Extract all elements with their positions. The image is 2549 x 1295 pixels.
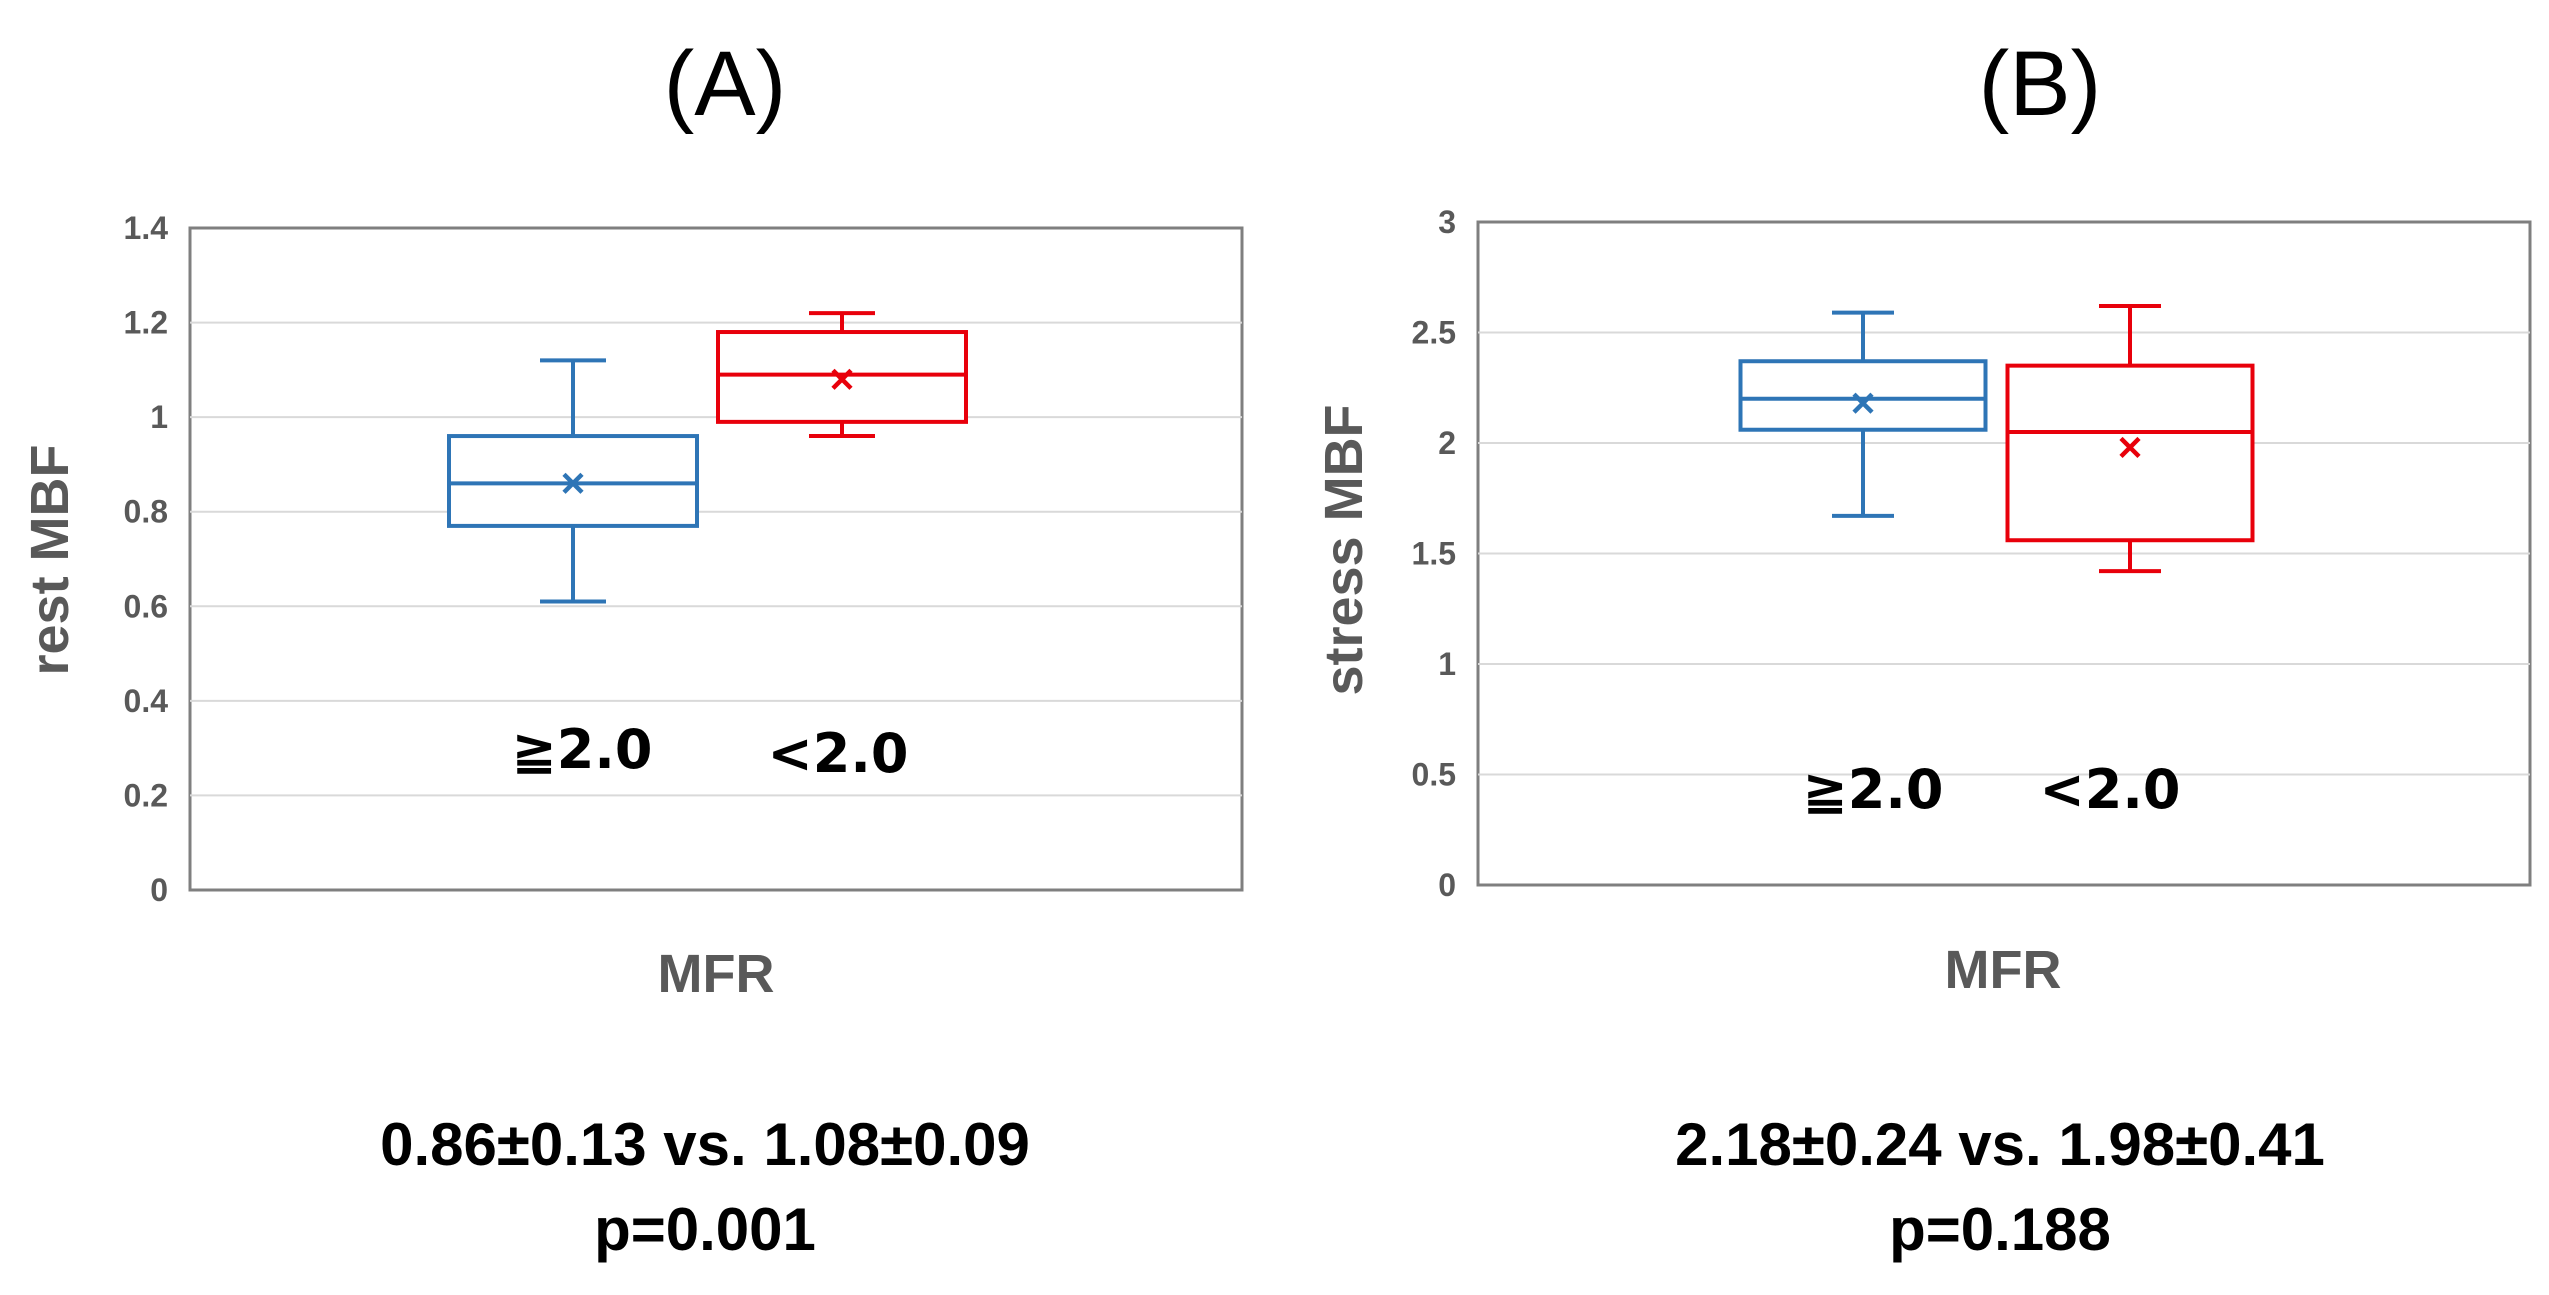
chart-a-y-tick-label-2: 0.4 <box>124 683 169 719</box>
panel-b-title: (B) <box>1979 33 2102 135</box>
chart-b-y-tick-label-2: 1 <box>1438 646 1456 682</box>
chart-b-y-tick-label-3: 1.5 <box>1412 536 1456 572</box>
chart-a-category-label-0: ≧2.0 <box>512 718 653 781</box>
chart-a-y-tick-label-1: 0.2 <box>124 777 168 813</box>
panel-a-title: (A) <box>664 33 787 135</box>
chart-a-series-0-mean-marker-stroke-2 <box>562 472 584 494</box>
chart-b-series-1-mean-marker <box>2119 436 2141 459</box>
chart-a-y-ticks: 0 0.2 0.4 0.6 0.8 1 1.2 1.4 <box>124 210 169 908</box>
chart-a-x-axis-title: MFR <box>658 944 775 1004</box>
chart-a-series-1-mean-marker <box>831 368 853 390</box>
chart-b-series-0-box <box>1738 359 1988 432</box>
chart-b-category-label-1: <2.0 <box>2040 758 2181 821</box>
chart-b-y-tick-label-6: 3 <box>1438 204 1456 240</box>
chart-a-y-tick-label-0: 0 <box>150 872 168 908</box>
chart-b-series-1-mean-marker-stroke-2 <box>2119 436 2141 459</box>
panel-b-p-value: p=0.188 <box>1889 1196 2111 1263</box>
panel-a-stats: 0.86±0.13 vs. 1.08±0.09 <box>380 1111 1030 1178</box>
chart-b-y-tick-label-1: 0.5 <box>1412 757 1456 793</box>
panel-b-stats: 2.18±0.24 vs. 1.98±0.41 <box>1675 1111 2325 1178</box>
chart-a-boxes <box>447 311 968 604</box>
chart-rest-mbf: 0 0.2 0.4 0.6 0.8 1 1.2 1.4 ≧2.0 <2.0 MFR rest … <box>20 210 1244 1004</box>
chart-b-grid <box>1478 331 2530 776</box>
chart-a-y-tick-label-3: 0.6 <box>124 588 168 624</box>
chart-a-y-tick-label-7: 1.4 <box>124 210 169 246</box>
chart-a-y-tick-label-4: 0.8 <box>124 494 168 530</box>
chart-a-series-1-mean-marker-stroke-2 <box>831 368 853 390</box>
chart-b-series-1-box <box>2005 363 2255 543</box>
chart-a-plot-area <box>188 226 1244 892</box>
panel-a-p-value: p=0.001 <box>594 1196 816 1263</box>
chart-b-y-ticks: 0 0.5 1 1.5 2 2.5 3 <box>1412 204 1456 903</box>
chart-b-category-label-0: ≧2.0 <box>1803 758 1944 821</box>
chart-b-series-0-mean-marker-stroke-2 <box>1852 392 1874 414</box>
chart-b-y-axis-title: stress MBF <box>1314 404 1374 695</box>
chart-a-y-tick-label-6: 1.2 <box>124 305 168 341</box>
chart-b-x-axis-title: MFR <box>1945 940 2062 1000</box>
chart-a-y-tick-label-5: 1 <box>150 399 168 435</box>
chart-b-series-0-mean-marker <box>1852 392 1874 414</box>
chart-a-series-0-mean-marker <box>562 472 584 494</box>
chart-a-y-axis-title: rest MBF <box>20 444 80 675</box>
chart-b-boxes <box>1738 303 2255 574</box>
chart-stress-mbf: 0 0.5 1 1.5 2 2.5 3 ≧2.0 <2.0 MFR stress MBF <box>1314 204 2532 1000</box>
chart-a-category-label-1: <2.0 <box>768 722 909 785</box>
chart-b-y-tick-label-0: 0 <box>1438 867 1456 903</box>
chart-b-y-tick-label-4: 2 <box>1438 425 1456 461</box>
chart-b-y-tick-label-5: 2.5 <box>1412 315 1456 351</box>
